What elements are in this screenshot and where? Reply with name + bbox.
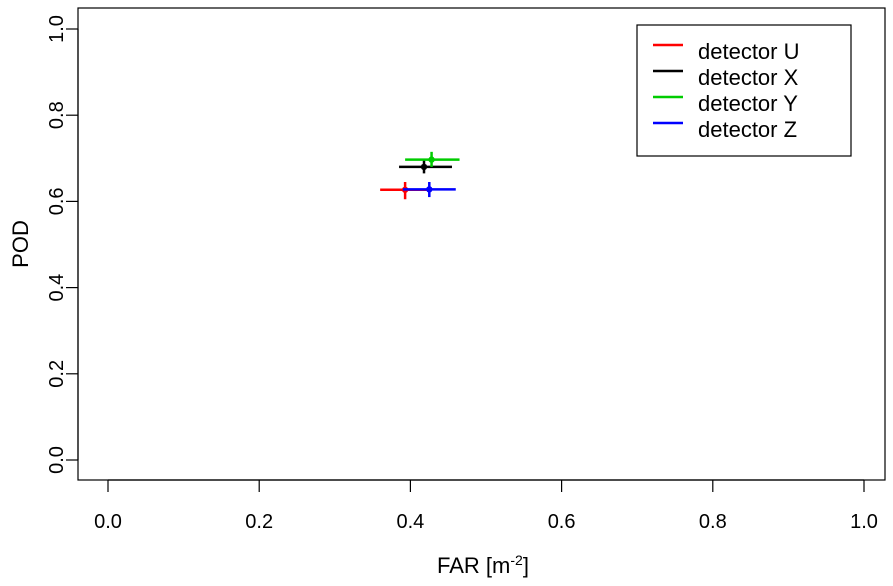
legend-box: [636, 24, 852, 157]
x-tick-label: 0.8: [699, 511, 727, 533]
legend-label: detector Y: [698, 91, 798, 116]
series-3: [405, 151, 460, 167]
series-1: [380, 182, 430, 200]
x-axis-label: FAR [m-2]: [437, 552, 529, 578]
legend-label: detector Z: [698, 117, 797, 142]
x-axis-label-text: FAR [m: [437, 553, 510, 578]
data-point: [428, 156, 435, 163]
x-tick-label: 0.2: [245, 511, 273, 533]
y-tick-label: 0.4: [46, 274, 68, 302]
x-tick-label: 0.6: [548, 511, 576, 533]
y-axis-label: POD: [8, 220, 33, 268]
series-4: [402, 182, 456, 198]
data-marks: [380, 151, 460, 200]
y-tick-label: 1.0: [46, 15, 68, 43]
x-axis-label-superscript: -2: [510, 552, 523, 568]
y-tick-label: 0.2: [46, 360, 68, 388]
y-tick-label: 0.8: [46, 101, 68, 129]
x-axis-label-suffix: ]: [523, 553, 529, 578]
data-point: [426, 186, 433, 193]
x-tick-label: 0.4: [396, 511, 424, 533]
x-axis: 0.0 0.2 0.4 0.6 0.8 1.0: [94, 479, 878, 533]
y-tick-label: 0.0: [46, 446, 68, 474]
y-tick-label: 0.6: [46, 187, 68, 215]
y-axis: 0.0 0.2 0.4 0.6 0.8 1.0: [46, 15, 79, 474]
legend-label: detector X: [698, 65, 799, 90]
legend-label: detector U: [698, 39, 800, 64]
x-tick-label: 0.0: [94, 511, 122, 533]
data-point: [420, 163, 428, 171]
series-2: [399, 160, 452, 174]
x-tick-label: 1.0: [850, 511, 878, 533]
